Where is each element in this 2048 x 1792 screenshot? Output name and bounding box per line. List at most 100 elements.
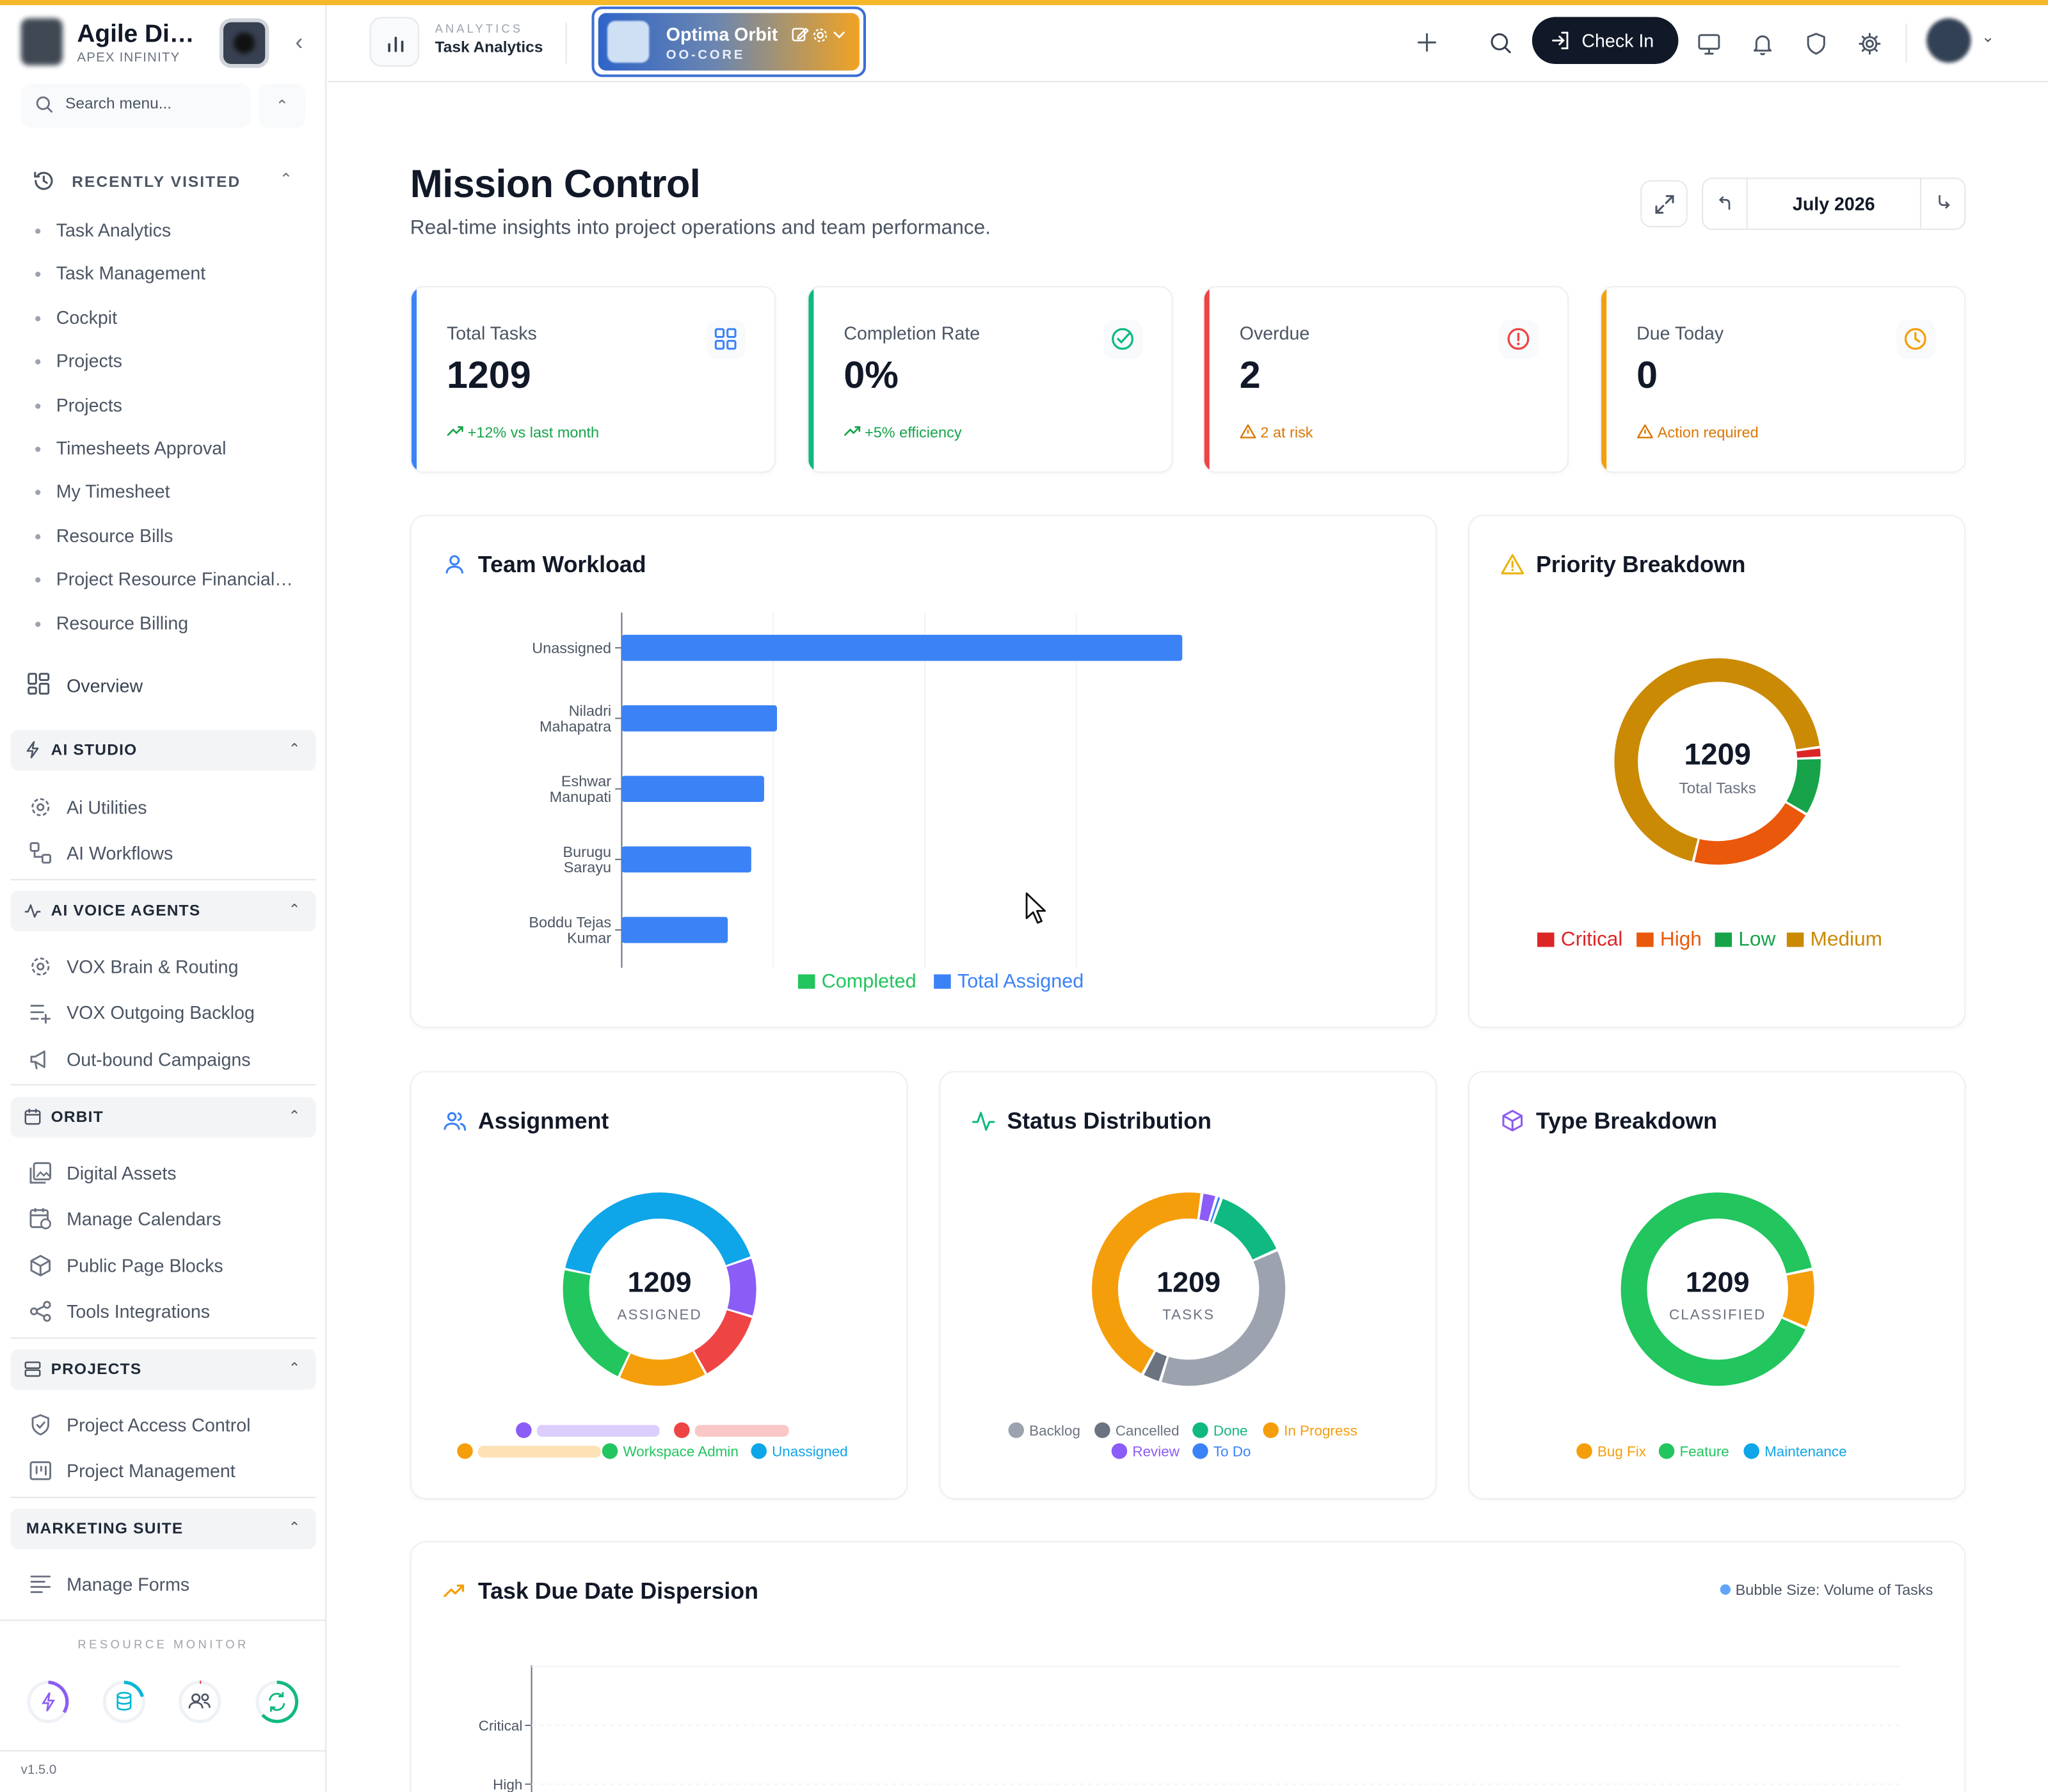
legend-label[interactable]: High xyxy=(1660,927,1702,950)
chevron-up-icon[interactable]: ⌃ xyxy=(288,742,301,758)
legend-label[interactable]: Low xyxy=(1738,927,1775,950)
recently-visited-header[interactable]: RECENTLY VISITED ⌃ xyxy=(31,167,306,196)
recent-item[interactable]: Task Analytics xyxy=(34,209,308,253)
legend-label[interactable]: Feature xyxy=(1679,1443,1729,1459)
donut-slice[interactable] xyxy=(620,1351,705,1386)
search-input[interactable] xyxy=(65,93,243,113)
legend-label[interactable]: Completed xyxy=(822,970,916,992)
previous-month-button[interactable] xyxy=(1703,179,1748,229)
donut-slice[interactable] xyxy=(1782,1270,1814,1327)
cpu-bolt-icon[interactable] xyxy=(26,1679,70,1724)
donut-slice[interactable] xyxy=(1796,748,1821,758)
legend-label[interactable]: In Progress xyxy=(1284,1423,1357,1439)
legend-label[interactable]: Medium xyxy=(1811,927,1882,950)
legend-label[interactable]: Maintenance xyxy=(1764,1443,1846,1459)
recent-item[interactable]: Projects xyxy=(34,383,308,427)
recent-item[interactable]: Timesheets Approval xyxy=(34,427,308,470)
chevron-up-icon[interactable]: ⌃ xyxy=(279,170,293,188)
legend-label[interactable]: Review xyxy=(1132,1443,1180,1459)
search-collapse-chevron-up-icon[interactable]: ⌃ xyxy=(259,83,306,128)
donut-slice[interactable] xyxy=(726,1258,756,1316)
recent-item[interactable]: Project Resource Financial… xyxy=(34,558,308,602)
security-button[interactable] xyxy=(1793,21,1837,65)
sidebar-item-digital-assets[interactable]: Digital Assets xyxy=(29,1158,306,1187)
current-period[interactable]: July 2026 xyxy=(1792,193,1875,214)
donut-slice[interactable] xyxy=(1199,1194,1215,1222)
donut-slice[interactable] xyxy=(1786,759,1821,813)
org-avatar[interactable] xyxy=(219,18,269,68)
workspace-switcher[interactable]: Optima Orbit OO-CORE xyxy=(591,6,867,77)
legend-label[interactable]: Critical xyxy=(1561,927,1623,950)
donut-slice[interactable] xyxy=(1694,803,1806,865)
brand[interactable]: Agile Di… APEX INFINITY ‹ xyxy=(20,18,308,71)
donut-slice[interactable] xyxy=(1620,1192,1812,1386)
section-orbit[interactable]: ORBIT ⌃ xyxy=(10,1097,316,1138)
chevron-down-icon[interactable] xyxy=(833,31,845,39)
database-icon[interactable] xyxy=(102,1679,146,1724)
monitor-button[interactable] xyxy=(1686,21,1731,65)
legend-label[interactable]: Cancelled xyxy=(1116,1423,1180,1439)
recent-item[interactable]: My Timesheet xyxy=(34,470,308,514)
bar-total-assigned[interactable] xyxy=(621,634,1183,661)
notifications-button[interactable] xyxy=(1740,21,1784,65)
chevron-up-icon[interactable]: ⌃ xyxy=(288,1361,301,1377)
donut-slice[interactable] xyxy=(1213,1199,1277,1260)
legend-label[interactable]: Workspace Admin xyxy=(623,1443,738,1459)
stat-card[interactable]: Completion Rate 0% +5% efficiency xyxy=(807,285,1173,473)
legend-label[interactable]: Unassigned xyxy=(772,1443,847,1459)
recent-item[interactable]: Projects xyxy=(34,340,308,383)
sidebar-item-project-management[interactable]: Project Management xyxy=(29,1456,306,1485)
settings-button[interactable] xyxy=(1847,21,1891,65)
sidebar-item-manage-forms[interactable]: Manage Forms xyxy=(29,1570,306,1599)
global-search-button[interactable] xyxy=(1478,21,1523,65)
section-ai-studio[interactable]: AI STUDIO ⌃ xyxy=(10,730,316,771)
stat-card[interactable]: Overdue 2 2 at risk xyxy=(1203,285,1569,473)
bar-total-assigned[interactable] xyxy=(621,776,764,803)
legend-label[interactable]: Bug Fix xyxy=(1597,1443,1646,1459)
donut-slice[interactable] xyxy=(1092,1192,1201,1373)
sidebar-item-ai-workflows[interactable]: AI Workflows xyxy=(29,838,306,867)
stat-card[interactable]: Total Tasks 1209 +12% vs last month xyxy=(410,285,776,473)
donut-slice[interactable] xyxy=(694,1309,752,1373)
donut-slice[interactable] xyxy=(1614,658,1820,861)
recent-item[interactable]: Resource Billing xyxy=(34,602,308,645)
add-button[interactable] xyxy=(1404,21,1448,65)
donut-slice[interactable] xyxy=(565,1192,751,1274)
sidebar-item-public-page-blocks[interactable]: Public Page Blocks xyxy=(29,1251,306,1280)
collapse-sidebar-chevron-left-icon[interactable]: ‹ xyxy=(295,28,303,55)
recent-item[interactable]: Cockpit xyxy=(34,296,308,340)
sidebar-item-project-access-control[interactable]: Project Access Control xyxy=(29,1411,306,1439)
legend-label[interactable]: Done xyxy=(1213,1423,1248,1439)
next-month-button[interactable] xyxy=(1919,179,1964,229)
sidebar-item-tools-integrations[interactable]: Tools Integrations xyxy=(29,1297,306,1326)
gear-icon[interactable] xyxy=(813,28,828,42)
chevron-up-icon[interactable]: ⌃ xyxy=(288,1108,301,1125)
bar-total-assigned[interactable] xyxy=(621,705,778,732)
stat-card[interactable]: Due Today 0 Action required xyxy=(1599,285,1966,473)
recent-item[interactable]: Task Management xyxy=(34,253,308,296)
fullscreen-button[interactable] xyxy=(1640,180,1688,228)
search-menu[interactable] xyxy=(20,83,251,128)
bar-total-assigned[interactable] xyxy=(621,916,728,943)
bar-total-assigned[interactable] xyxy=(621,846,751,873)
sidebar-item-vox-outgoing-backlog[interactable]: VOX Outgoing Backlog xyxy=(29,998,306,1027)
user-avatar[interactable] xyxy=(1926,18,1971,63)
donut-slice[interactable] xyxy=(563,1270,630,1377)
donut-slice[interactable] xyxy=(1162,1251,1286,1386)
legend-label[interactable]: Backlog xyxy=(1029,1423,1080,1439)
edit-icon[interactable] xyxy=(792,28,809,42)
chevron-up-icon[interactable]: ⌃ xyxy=(288,902,301,918)
section-marketing-suite[interactable]: MARKETING SUITE ⌃ xyxy=(10,1508,316,1549)
sidebar-item-overview[interactable]: Overview xyxy=(26,671,301,700)
users-icon[interactable] xyxy=(178,1679,222,1724)
chevron-up-icon[interactable]: ⌃ xyxy=(288,1520,301,1536)
sidebar-item-vox-brain-routing[interactable]: VOX Brain & Routing xyxy=(29,952,306,981)
sidebar-item-manage-calendars[interactable]: Manage Calendars xyxy=(29,1204,306,1233)
section-ai-voice-agents[interactable]: AI VOICE AGENTS ⌃ xyxy=(10,890,316,932)
profile-chevron-down-icon[interactable]: ⌄ xyxy=(1981,27,1995,46)
section-projects[interactable]: PROJECTS ⌃ xyxy=(10,1349,316,1390)
sidebar-item-ai-utilities[interactable]: Ai Utilities xyxy=(29,793,306,822)
recent-item[interactable]: Resource Bills xyxy=(34,515,308,558)
legend-label[interactable]: Total Assigned xyxy=(957,970,1084,992)
sidebar-item-out-bound-campaigns[interactable]: Out-bound Campaigns xyxy=(29,1045,306,1074)
